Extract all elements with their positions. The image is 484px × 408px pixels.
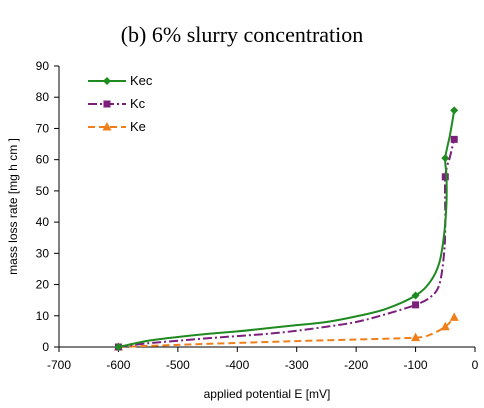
x-tick-label: -300: [285, 358, 309, 372]
x-tick-label: -700: [47, 358, 71, 372]
data-point-kec: [450, 106, 459, 115]
x-tick-label: -200: [344, 358, 368, 372]
data-point-ke: [449, 312, 459, 321]
y-tick-label: 20: [36, 278, 50, 292]
data-point-kec: [441, 154, 450, 163]
legend-label: Kec: [130, 73, 153, 88]
chart-title: (b) 6% slurry concentration: [120, 22, 364, 47]
legend-item-kc: Kc: [88, 96, 146, 111]
data-point-kc: [441, 173, 449, 181]
x-tick-label: -100: [404, 358, 428, 372]
y-tick-label: 30: [36, 246, 50, 260]
y-tick-label: 70: [36, 121, 50, 135]
series-line-kec: [118, 110, 456, 348]
y-tick-label: 60: [36, 153, 50, 167]
y-tick-label: 50: [36, 184, 50, 198]
y-tick-label: 40: [36, 215, 50, 229]
legend: Kec Kc Ke: [88, 73, 153, 134]
series-line-kc: [118, 139, 456, 348]
data-point-kc: [412, 301, 420, 309]
legend-label: Kc: [130, 96, 146, 111]
legend-item-kec: Kec: [88, 73, 153, 88]
x-tick-label: -500: [166, 358, 190, 372]
y-tick-label: 80: [36, 90, 50, 104]
series-kc: [114, 135, 458, 351]
x-axis-label: applied potential E [mV]: [204, 387, 331, 401]
y-tick-label: 90: [36, 59, 50, 73]
legend-label: Ke: [130, 119, 146, 134]
data-point-kc: [450, 135, 458, 143]
legend-marker: [102, 122, 112, 131]
y-tick-label: 10: [36, 309, 50, 323]
data-point-kec: [411, 291, 420, 300]
x-tick-label: -400: [225, 358, 249, 372]
x-tick-label: -600: [106, 358, 130, 372]
x-tick-label: 0: [472, 358, 479, 372]
series-layer: [113, 106, 459, 351]
series-kec: [114, 106, 459, 351]
legend-marker: [103, 77, 111, 85]
y-tick-label: 0: [42, 340, 49, 354]
legend-marker: [103, 100, 111, 108]
legend-item-ke: Ke: [88, 119, 146, 134]
series-line-ke: [118, 316, 455, 348]
data-point-ke: [440, 321, 450, 331]
series-ke: [113, 312, 459, 351]
axes: 0 10 20 30 40 50 60 70 80 90 -700 -600 -500 -400 -300 -…: [36, 59, 479, 372]
data-point-ke: [411, 332, 421, 342]
y-axis-label: mass loss rate [mg h cm ]: [6, 138, 20, 275]
data-point-kec: [114, 343, 123, 351]
